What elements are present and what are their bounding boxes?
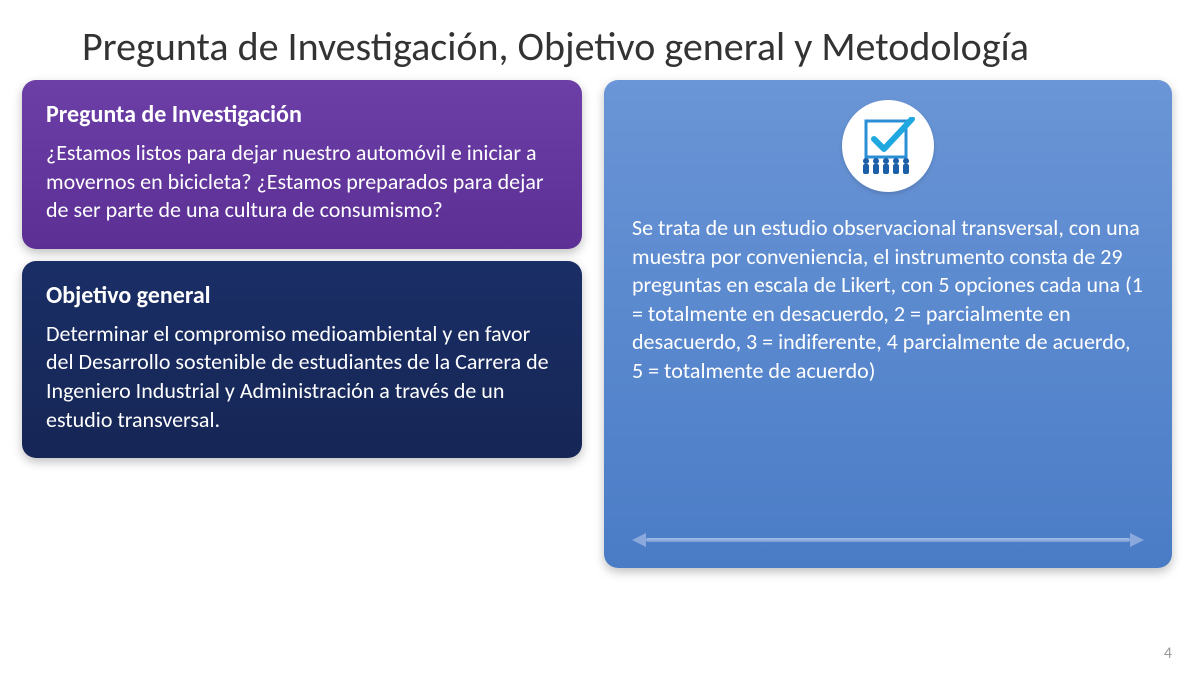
slide-title: Pregunta de Investigación, Objetivo gene… xyxy=(0,0,1200,80)
card-objetivo: Objetivo general Determinar el compromis… xyxy=(22,261,582,458)
page-number: 4 xyxy=(1164,644,1172,663)
card-pregunta-heading: Pregunta de Investigación xyxy=(46,100,558,129)
right-column: Se trata de un estudio observacional tra… xyxy=(604,80,1172,568)
card-pregunta-body: ¿Estamos listos para dejar nuestro autom… xyxy=(46,139,558,225)
card-objetivo-heading: Objetivo general xyxy=(46,281,558,310)
checkmark-people-icon xyxy=(842,100,934,192)
card-metodologia-body: Se trata de un estudio observacional tra… xyxy=(632,214,1144,386)
double-arrow-icon xyxy=(632,536,1144,544)
left-column: Pregunta de Investigación ¿Estamos listo… xyxy=(22,80,582,568)
content-area: Pregunta de Investigación ¿Estamos listo… xyxy=(0,80,1200,568)
card-metodologia: Se trata de un estudio observacional tra… xyxy=(604,80,1172,568)
card-pregunta: Pregunta de Investigación ¿Estamos listo… xyxy=(22,80,582,249)
card-objetivo-body: Determinar el compromiso medioambiental … xyxy=(46,320,558,434)
